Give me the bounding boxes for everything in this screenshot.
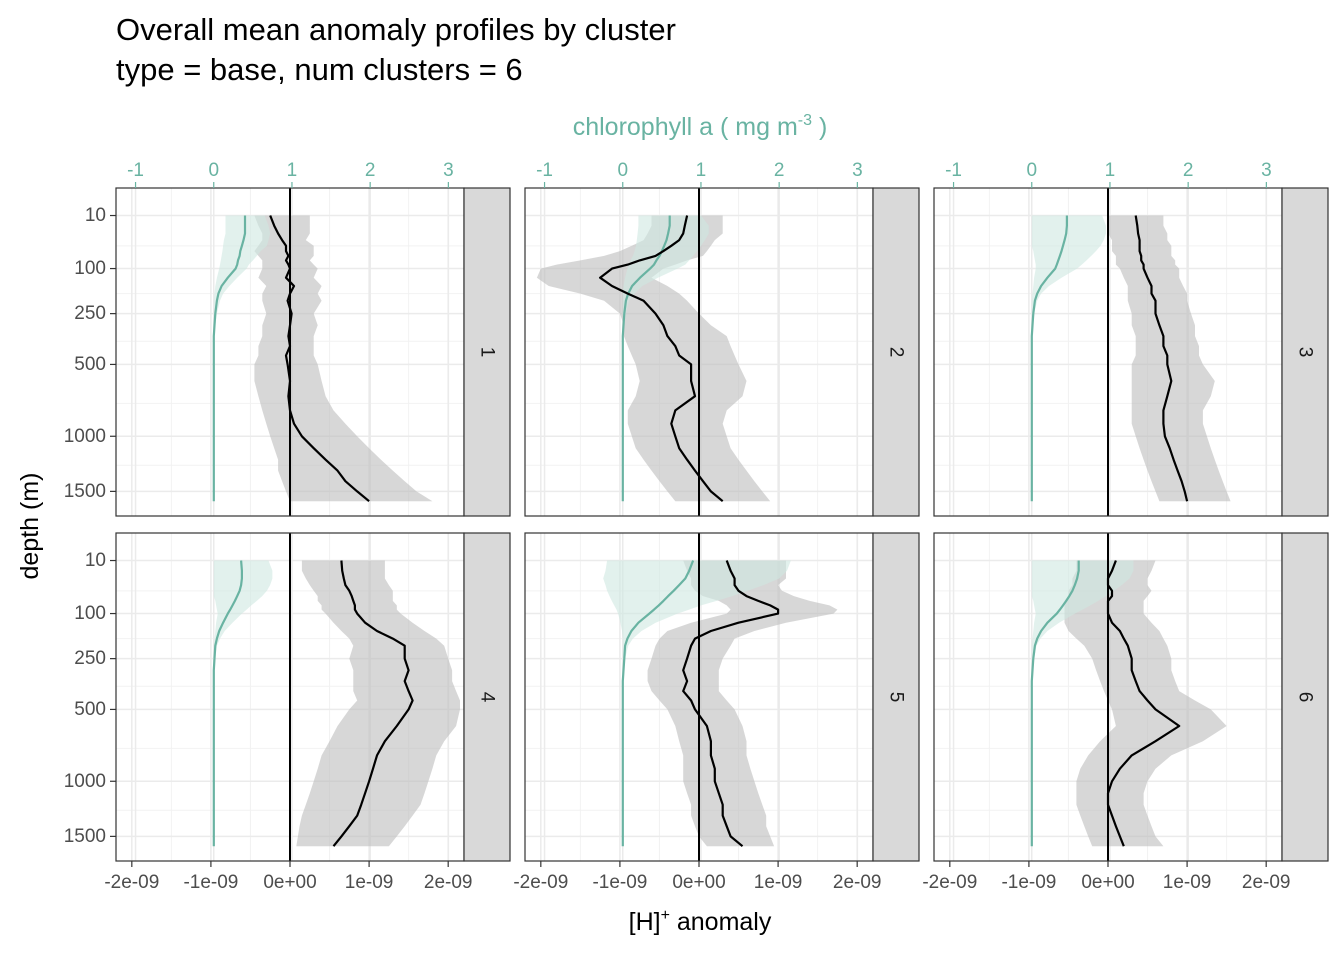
y-tick-label: 250 <box>74 303 106 324</box>
chlorophyll-mean-line <box>212 215 247 502</box>
facet-strip-label: 3 <box>1295 347 1316 358</box>
x-top-axis-title: chlorophyll a ( mg m-3 ) <box>573 112 828 141</box>
x-top-tick-label: 2 <box>774 160 785 181</box>
h-anomaly-mean-line <box>1106 560 1181 847</box>
panel-4 <box>116 533 464 861</box>
x-tick-label: 1e-09 <box>754 872 803 893</box>
chlorophyll-ribbon <box>1031 560 1134 847</box>
chlorophyll-mean-line <box>1030 560 1080 847</box>
x-tick-label: -2e-09 <box>104 872 159 893</box>
x-top-tick-label: 0 <box>208 160 219 181</box>
chart-title: Overall mean anomaly profiles by cluster… <box>116 10 676 90</box>
x-top-tick-label: 3 <box>443 160 454 181</box>
x-tick-label: -1e-09 <box>592 872 647 893</box>
x-tick-label: 2e-09 <box>424 872 473 893</box>
x-tick-label: -1e-09 <box>183 872 238 893</box>
y-tick-label: 250 <box>74 648 106 669</box>
h-anomaly-ribbon <box>647 560 838 847</box>
x-top-tick-label: 2 <box>365 160 376 181</box>
x-tick-label: -2e-09 <box>513 872 568 893</box>
y-tick-label: 10 <box>85 205 106 226</box>
facet-strip <box>872 532 920 862</box>
x-top-tick-label: 0 <box>617 160 628 181</box>
panel-1 <box>116 188 464 516</box>
x-tick-label: 1e-09 <box>345 872 394 893</box>
panel-6 <box>934 533 1282 861</box>
facet-strip-label: 2 <box>886 347 907 358</box>
x-top-tick-label: 0 <box>1026 160 1037 181</box>
x-top-tick-label: -1 <box>945 160 962 181</box>
y-tick-label: 10 <box>85 550 106 571</box>
h-anomaly-mean-line <box>682 560 780 848</box>
facet-strip <box>463 532 511 862</box>
x-top-tick-label: 1 <box>696 160 707 181</box>
x-tick-label: 2e-09 <box>833 872 882 893</box>
x-top-tick-label: 3 <box>1261 160 1272 181</box>
y-tick-label: 1500 <box>64 481 106 502</box>
chlorophyll-ribbon <box>213 560 273 847</box>
y-tick-label: 1000 <box>64 426 106 447</box>
chlorophyll-ribbon <box>603 560 791 847</box>
x-tick-label: 1e-09 <box>1163 872 1212 893</box>
x-tick-label: 0e+00 <box>672 872 725 893</box>
h-anomaly-ribbon <box>536 215 771 502</box>
y-tick-label: 100 <box>74 603 106 624</box>
x-tick-label: 0e+00 <box>263 872 316 893</box>
facet-strip-label: 6 <box>1295 692 1316 703</box>
panel-5 <box>525 533 873 861</box>
chlorophyll-ribbon <box>1031 215 1106 502</box>
y-axis-title: depth (m) <box>16 473 44 580</box>
chlorophyll-mean-line <box>621 560 695 847</box>
x-tick-label: 2e-09 <box>1242 872 1291 893</box>
x-tick-label: -1e-09 <box>1001 872 1056 893</box>
y-tick-label: 1500 <box>64 826 106 847</box>
y-tick-label: 1000 <box>64 771 106 792</box>
h-anomaly-ribbon <box>1064 560 1227 847</box>
chlorophyll-ribbon <box>213 215 271 502</box>
facet-strip <box>463 187 511 517</box>
y-tick-label: 500 <box>74 354 106 375</box>
h-anomaly-ribbon <box>296 560 460 847</box>
chlorophyll-mean-line <box>212 560 243 847</box>
facet-strip-label: 5 <box>886 692 907 703</box>
panel-3 <box>934 188 1282 516</box>
chlorophyll-ribbon <box>622 215 709 502</box>
facet-strip-label: 1 <box>477 347 498 358</box>
panel-2 <box>525 188 873 516</box>
h-anomaly-mean-line <box>599 215 724 503</box>
h-anomaly-mean-line <box>269 215 370 503</box>
facet-strip <box>1281 187 1329 517</box>
x-top-tick-label: 2 <box>1183 160 1194 181</box>
y-tick-label: 100 <box>74 258 106 279</box>
h-anomaly-mean-line <box>1134 215 1189 502</box>
h-anomaly-mean-line <box>332 560 414 847</box>
x-axis-title: [H]+ anomaly <box>629 907 772 936</box>
title-line-1: Overall mean anomaly profiles by cluster <box>116 12 676 47</box>
title-line-2: type = base, num clusters = 6 <box>116 52 523 87</box>
h-anomaly-ribbon <box>1108 215 1231 502</box>
x-top-tick-label: 1 <box>1105 160 1116 181</box>
x-tick-label: 0e+00 <box>1081 872 1134 893</box>
x-tick-label: -2e-09 <box>922 872 977 893</box>
chlorophyll-mean-line <box>1030 215 1068 502</box>
x-top-tick-label: 1 <box>287 160 298 181</box>
x-top-tick-label: -1 <box>536 160 553 181</box>
x-top-tick-label: 3 <box>852 160 863 181</box>
y-tick-label: 500 <box>74 699 106 720</box>
facet-strip <box>872 187 920 517</box>
x-top-tick-label: -1 <box>127 160 144 181</box>
facet-strip-label: 4 <box>477 692 498 703</box>
panels-layer: 1 2 3 4 5 6 <box>115 187 1329 862</box>
facet-strip <box>1281 532 1329 862</box>
